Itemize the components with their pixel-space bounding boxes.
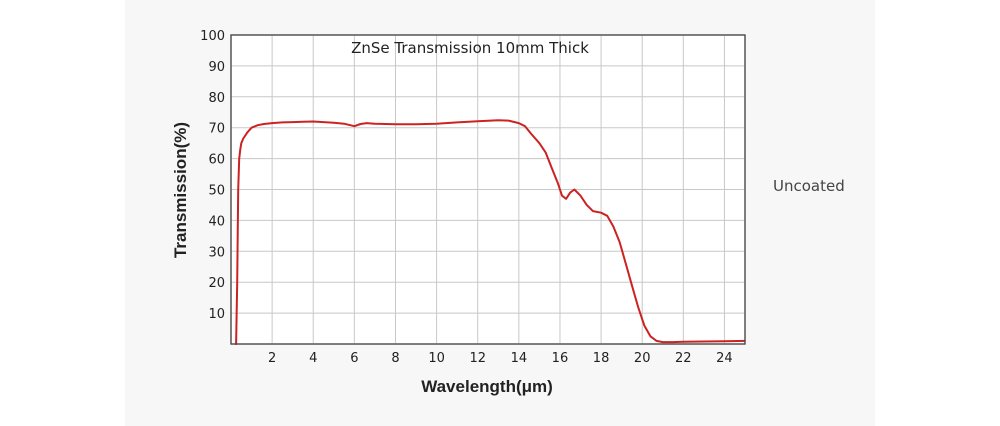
x-tick-label: 22 — [675, 351, 692, 366]
transmission-line — [235, 119, 746, 345]
x-tick-label: 8 — [391, 351, 399, 366]
y-tick-label: 70 — [208, 122, 225, 137]
x-tick-label: 16 — [552, 351, 569, 366]
y-tick-label: 90 — [208, 60, 225, 75]
x-tick-label: 14 — [511, 351, 528, 366]
x-tick-label: 20 — [634, 351, 651, 366]
y-tick-label: 30 — [208, 245, 225, 260]
y-tick-label: 50 — [208, 184, 225, 199]
y-tick-label: 10 — [208, 307, 225, 322]
y-axis-label: Transmission(%) — [171, 122, 190, 258]
grid-lines — [231, 35, 745, 344]
x-axis-label: Wavelength(μm) — [421, 377, 553, 396]
x-tick-label: 6 — [350, 351, 358, 366]
tick-labels: 2 4 6 8 10 12 14 16 18 20 22 2410203040506070809010… — [200, 29, 733, 366]
x-tick-label: 18 — [593, 351, 610, 366]
y-tick-label: 60 — [208, 153, 225, 168]
x-tick-label: 24 — [716, 351, 733, 366]
y-tick-label: 100 — [200, 29, 225, 44]
plot-border — [230, 34, 746, 345]
x-tick-label: 10 — [428, 351, 445, 366]
y-tick-label: 20 — [208, 276, 225, 291]
y-tick-label: 40 — [208, 214, 225, 229]
coating-note: Uncoated — [773, 177, 845, 195]
x-tick-label: 4 — [309, 351, 317, 366]
x-tick-label: 2 — [268, 351, 276, 366]
x-tick-label: 12 — [469, 351, 486, 366]
y-tick-label: 80 — [208, 91, 225, 106]
chart-title: ZnSe Transmission 10mm Thick — [351, 39, 589, 57]
